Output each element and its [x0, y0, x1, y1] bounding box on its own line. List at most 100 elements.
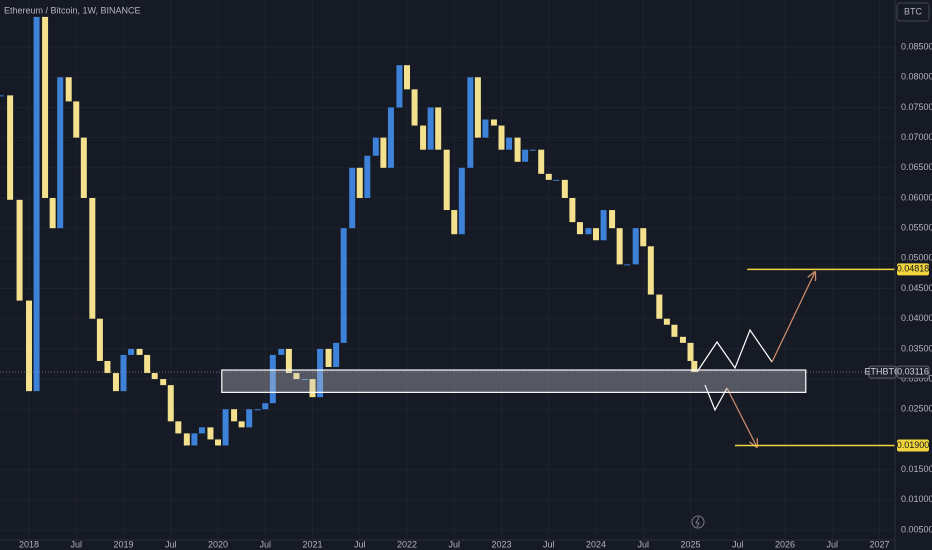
currency: BTC: [904, 6, 923, 16]
currency-box: [896, 2, 930, 22]
y-tick-label: 0.08500: [901, 41, 932, 51]
candle: [293, 373, 300, 380]
candle: [435, 107, 442, 150]
candle: [112, 373, 119, 392]
candle: [349, 167, 356, 229]
x-tick-label: 2023: [491, 539, 511, 549]
x-tick-label: Jul: [732, 539, 744, 549]
candle: [49, 197, 56, 229]
level-label: 0.01900: [897, 440, 930, 450]
candle: [443, 149, 450, 211]
candle: [671, 324, 678, 337]
candle: [576, 222, 583, 235]
x-tick-label: 2027: [869, 539, 889, 549]
candle: [364, 155, 371, 198]
candle: [33, 16, 40, 392]
last-price-label: 0.03116: [897, 366, 929, 376]
candle: [325, 348, 332, 368]
candle: [222, 409, 229, 446]
x-tick-label: Jul: [260, 539, 272, 549]
candle: [529, 149, 536, 151]
candle: [498, 125, 505, 150]
arrow-up: [771, 272, 815, 363]
candle: [309, 379, 316, 398]
y-tick-label: 0.00500: [901, 524, 932, 534]
candle: [128, 348, 135, 355]
x-tick-label: 2020: [208, 539, 228, 549]
candle: [144, 354, 151, 374]
candle: [387, 107, 394, 168]
y-tick-label: 0.04500: [901, 283, 932, 293]
candle: [42, 16, 49, 198]
candle: [16, 199, 23, 301]
candle: [301, 379, 308, 381]
candle: [215, 439, 222, 446]
x-tick-label: Jul: [448, 539, 460, 549]
candle: [404, 65, 411, 90]
candle: [593, 228, 600, 241]
level-label-bg: [897, 263, 929, 276]
candle: [640, 228, 647, 247]
candle: [175, 421, 182, 434]
candle: [238, 421, 245, 428]
candle: [656, 294, 663, 319]
candle: [0, 95, 4, 97]
candle: [262, 403, 269, 410]
candle: [451, 210, 458, 235]
candle: [585, 228, 592, 235]
candle: [26, 300, 33, 392]
chart-title: Ethereum / Bitcoin, 1W, BINANCE: [4, 5, 141, 15]
candle: [553, 179, 560, 181]
x-tick-label: 2026: [775, 539, 795, 549]
candle: [490, 119, 497, 126]
support-zone: [221, 369, 807, 393]
candle: [506, 137, 513, 150]
candle: [160, 379, 167, 386]
candle: [151, 373, 158, 380]
candle: [691, 360, 698, 373]
candle: [73, 101, 80, 138]
candle: [254, 409, 261, 411]
x-tick-label: 2025: [680, 539, 700, 549]
y-tick-label: 0.02500: [901, 404, 932, 414]
candle: [104, 360, 111, 374]
candle: [278, 348, 285, 355]
candle: [420, 125, 427, 150]
candle: [411, 89, 418, 126]
candle: [96, 318, 103, 361]
candle: [183, 433, 190, 446]
candle: [340, 228, 347, 343]
candle: [474, 77, 481, 138]
y-tick-label: 0.04000: [901, 313, 932, 323]
candle: [333, 342, 340, 368]
candle: [679, 336, 686, 343]
candle: [482, 119, 489, 138]
candle: [269, 354, 276, 404]
x-tick-label: Jul: [71, 539, 83, 549]
zigzag-up: [696, 328, 773, 373]
candle: [167, 385, 174, 422]
x-tick-label: Jul: [165, 539, 177, 549]
candle: [198, 427, 205, 434]
candle: [207, 427, 214, 440]
candle: [380, 137, 387, 168]
last-price-bg: [896, 365, 930, 379]
candle: [624, 264, 631, 266]
x-tick-label: 2021: [302, 539, 322, 549]
x-tick-label: 2018: [19, 539, 39, 549]
candle: [427, 107, 434, 150]
candle: [231, 409, 238, 422]
candle: [545, 173, 552, 180]
zigzag-down: [704, 384, 728, 412]
x-tick-label: Jul: [826, 539, 838, 549]
axes: 0.005000.010000.015000.025000.030000.035…: [19, 41, 932, 549]
y-tick-label: 0.06500: [901, 162, 932, 172]
candle: [632, 228, 639, 265]
event-icon-bolt: [695, 516, 700, 528]
candle: [522, 149, 529, 162]
candle: [569, 197, 576, 223]
symbol-label: ETHBTC: [865, 366, 902, 376]
candle: [458, 167, 465, 235]
candle: [396, 65, 403, 108]
